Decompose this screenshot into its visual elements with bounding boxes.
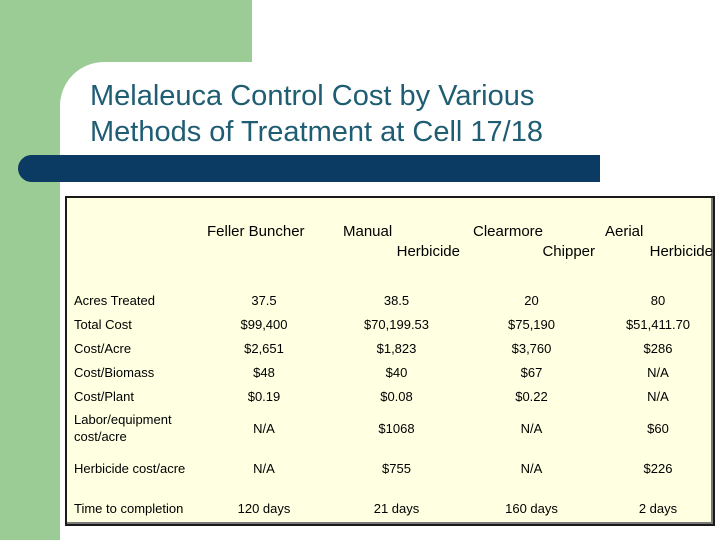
table-cell: 120 days bbox=[237, 500, 291, 516]
table-cell: $51,411.70 bbox=[625, 316, 691, 332]
table-cell: $40 bbox=[385, 364, 408, 380]
table-cell: N/A bbox=[253, 460, 275, 476]
column-header-aerial-herbicide: Aerial Herbicide bbox=[605, 223, 713, 260]
cost-table-container: Feller Buncher Manual Herbicide Clearmor… bbox=[65, 196, 715, 526]
table-cell: 38.5 bbox=[383, 292, 410, 308]
table-row: Total Cost $99,400 $70,199.53 $75,190 $5… bbox=[67, 312, 717, 336]
table-row: Cost/Plant $0.19 $0.08 $0.22 N/A bbox=[67, 384, 717, 408]
table-cell: 160 days bbox=[505, 500, 558, 516]
row-label: Time to completion bbox=[74, 500, 184, 516]
table-cell: $1,823 bbox=[376, 340, 417, 356]
table-cell: $75,190 bbox=[508, 316, 555, 332]
table-cell: $70,199.53 bbox=[363, 316, 430, 332]
slide-title-line2: Methods of Treatment at Cell 17/18 bbox=[90, 116, 543, 148]
slide-title-line1: Melaleuca Control Cost by Various bbox=[90, 80, 535, 112]
column-header-feller-buncher: Feller Buncher bbox=[207, 223, 305, 240]
table-cell: $2,651 bbox=[244, 340, 284, 356]
table-header-row: Feller Buncher Manual Herbicide Clearmor… bbox=[67, 198, 717, 288]
table-cell: $286 bbox=[643, 340, 673, 356]
table-cell: $226 bbox=[643, 460, 673, 476]
table-cell: N/A bbox=[253, 420, 275, 436]
table-row: Time to completion 120 days 21 days 160 … bbox=[67, 488, 717, 528]
title-divider-bar bbox=[18, 155, 600, 182]
column-header-clearmore-chipper: Clearmore Chipper bbox=[473, 223, 595, 260]
table-cell: $0.08 bbox=[380, 388, 413, 404]
table-cell: $60 bbox=[647, 420, 669, 436]
table-cell: 37.5 bbox=[251, 292, 277, 308]
table-row: Cost/Biomass $48 $40 $67 N/A bbox=[67, 360, 717, 384]
row-label: Herbicide cost/acre bbox=[74, 460, 186, 476]
row-label: Labor/equipment cost/acre bbox=[74, 412, 172, 444]
table-cell: 80 bbox=[650, 292, 666, 308]
table-cell: 20 bbox=[524, 292, 539, 308]
table-cell: N/A bbox=[647, 364, 669, 380]
table-cell: $3,760 bbox=[511, 340, 552, 356]
row-label: Acres Treated bbox=[74, 292, 155, 308]
table-cell: $99,400 bbox=[240, 316, 288, 332]
table-cell: N/A bbox=[520, 420, 543, 436]
slide-title: Melaleuca Control Cost by Various Method… bbox=[90, 78, 690, 150]
table-cell: 21 days bbox=[373, 500, 420, 516]
table-row: Herbicide cost/acre N/A $755 N/A $226 bbox=[67, 448, 717, 488]
cost-table: Feller Buncher Manual Herbicide Clearmor… bbox=[67, 198, 717, 528]
table-cell: $0.22 bbox=[515, 388, 548, 404]
header-corner-cell bbox=[67, 198, 199, 288]
table-row: Labor/equipment cost/acre N/A $1068 N/A … bbox=[67, 408, 717, 448]
row-label: Total Cost bbox=[74, 316, 132, 332]
table-cell: N/A bbox=[520, 460, 543, 476]
table-cell: N/A bbox=[647, 388, 669, 404]
table-cell: 2 days bbox=[638, 500, 678, 516]
table-cell: $0.19 bbox=[247, 388, 281, 404]
table-cell: $1068 bbox=[378, 420, 415, 436]
row-label: Cost/Acre bbox=[74, 340, 132, 356]
row-label: Cost/Plant bbox=[74, 388, 134, 404]
table-cell: $48 bbox=[253, 364, 275, 380]
table-row: Cost/Acre $2,651 $1,823 $3,760 $286 bbox=[67, 336, 717, 360]
row-label: Cost/Biomass bbox=[74, 364, 155, 380]
table-cell: $67 bbox=[520, 364, 543, 380]
table-row: Acres Treated 37.5 38.5 20 80 bbox=[67, 288, 717, 312]
column-header-manual-herbicide: Manual Herbicide bbox=[343, 223, 460, 260]
table-cell: $755 bbox=[382, 460, 411, 476]
